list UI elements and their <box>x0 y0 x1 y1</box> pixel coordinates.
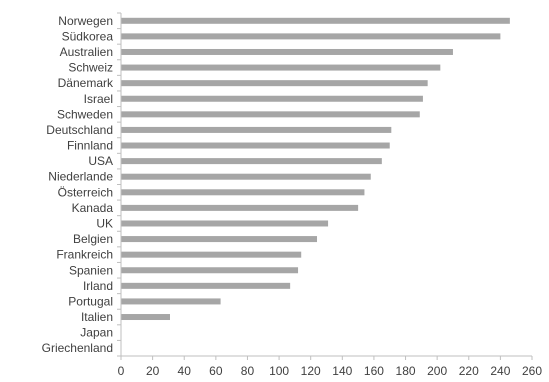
category-label: Belgien <box>73 232 113 246</box>
x-tick-label: 0 <box>118 364 125 378</box>
x-tick-label: 80 <box>241 364 255 378</box>
x-tick-label: 240 <box>490 364 510 378</box>
category-label: Südkorea <box>62 29 114 43</box>
bar-dänemark <box>121 80 428 87</box>
axes-group <box>117 12 533 360</box>
category-label: Deutschland <box>46 123 113 137</box>
category-label: Spanien <box>69 263 113 277</box>
x-tick-label: 120 <box>301 364 321 378</box>
bar-australien <box>121 48 453 55</box>
x-tick-label: 100 <box>269 364 289 378</box>
category-label: Irland <box>83 279 113 293</box>
category-label: Kanada <box>72 201 114 215</box>
bar-frankreich <box>121 251 302 258</box>
x-tick-label: 20 <box>146 364 160 378</box>
category-label: Dänemark <box>58 76 114 90</box>
bar-spanien <box>121 267 299 274</box>
category-label: Israel <box>84 92 113 106</box>
category-label: Niederlande <box>48 170 113 184</box>
x-tick-label: 160 <box>364 364 384 378</box>
category-label: Australien <box>60 45 113 59</box>
category-label: Frankreich <box>56 248 113 262</box>
x-tick-label: 260 <box>522 364 542 378</box>
category-label: Schweden <box>57 107 113 121</box>
bar-deutschland <box>121 126 392 133</box>
bar-israel <box>121 95 423 102</box>
bar-portugal <box>121 298 221 305</box>
category-label: Österreich <box>58 185 113 199</box>
bar-usa <box>121 158 382 165</box>
x-tick-label: 200 <box>427 364 447 378</box>
bar-belgien <box>121 236 318 243</box>
category-label: UK <box>96 216 113 230</box>
bar-finnland <box>121 142 390 149</box>
bar-schweden <box>121 111 420 118</box>
category-label: Griechenland <box>42 341 113 355</box>
category-label: Finnland <box>67 139 113 153</box>
bar-österreich <box>121 189 365 196</box>
bar-niederlande <box>121 173 371 180</box>
bar-uk <box>121 220 329 227</box>
bar-kanada <box>121 204 359 211</box>
category-label: Norwegen <box>58 14 113 28</box>
x-tick-label: 60 <box>209 364 223 378</box>
category-label: Italien <box>81 310 113 324</box>
x-tick-label: 140 <box>332 364 352 378</box>
category-label: Japan <box>80 326 113 340</box>
x-tick-label: 180 <box>396 364 416 378</box>
bars-group <box>121 17 510 321</box>
bar-südkorea <box>121 33 501 40</box>
x-tick-label: 40 <box>178 364 192 378</box>
category-label: Schweiz <box>68 61 113 75</box>
category-label: Portugal <box>68 294 113 308</box>
bar-norwegen <box>121 17 510 24</box>
category-label: USA <box>88 154 113 168</box>
bar-italien <box>121 314 170 321</box>
x-tick-label: 220 <box>459 364 479 378</box>
x-tick-labels: 0 20 40 60 80 100 120 140 160 180 200 220 240 260 <box>118 364 543 378</box>
bar-irland <box>121 282 291 289</box>
bar-schweiz <box>121 64 441 71</box>
